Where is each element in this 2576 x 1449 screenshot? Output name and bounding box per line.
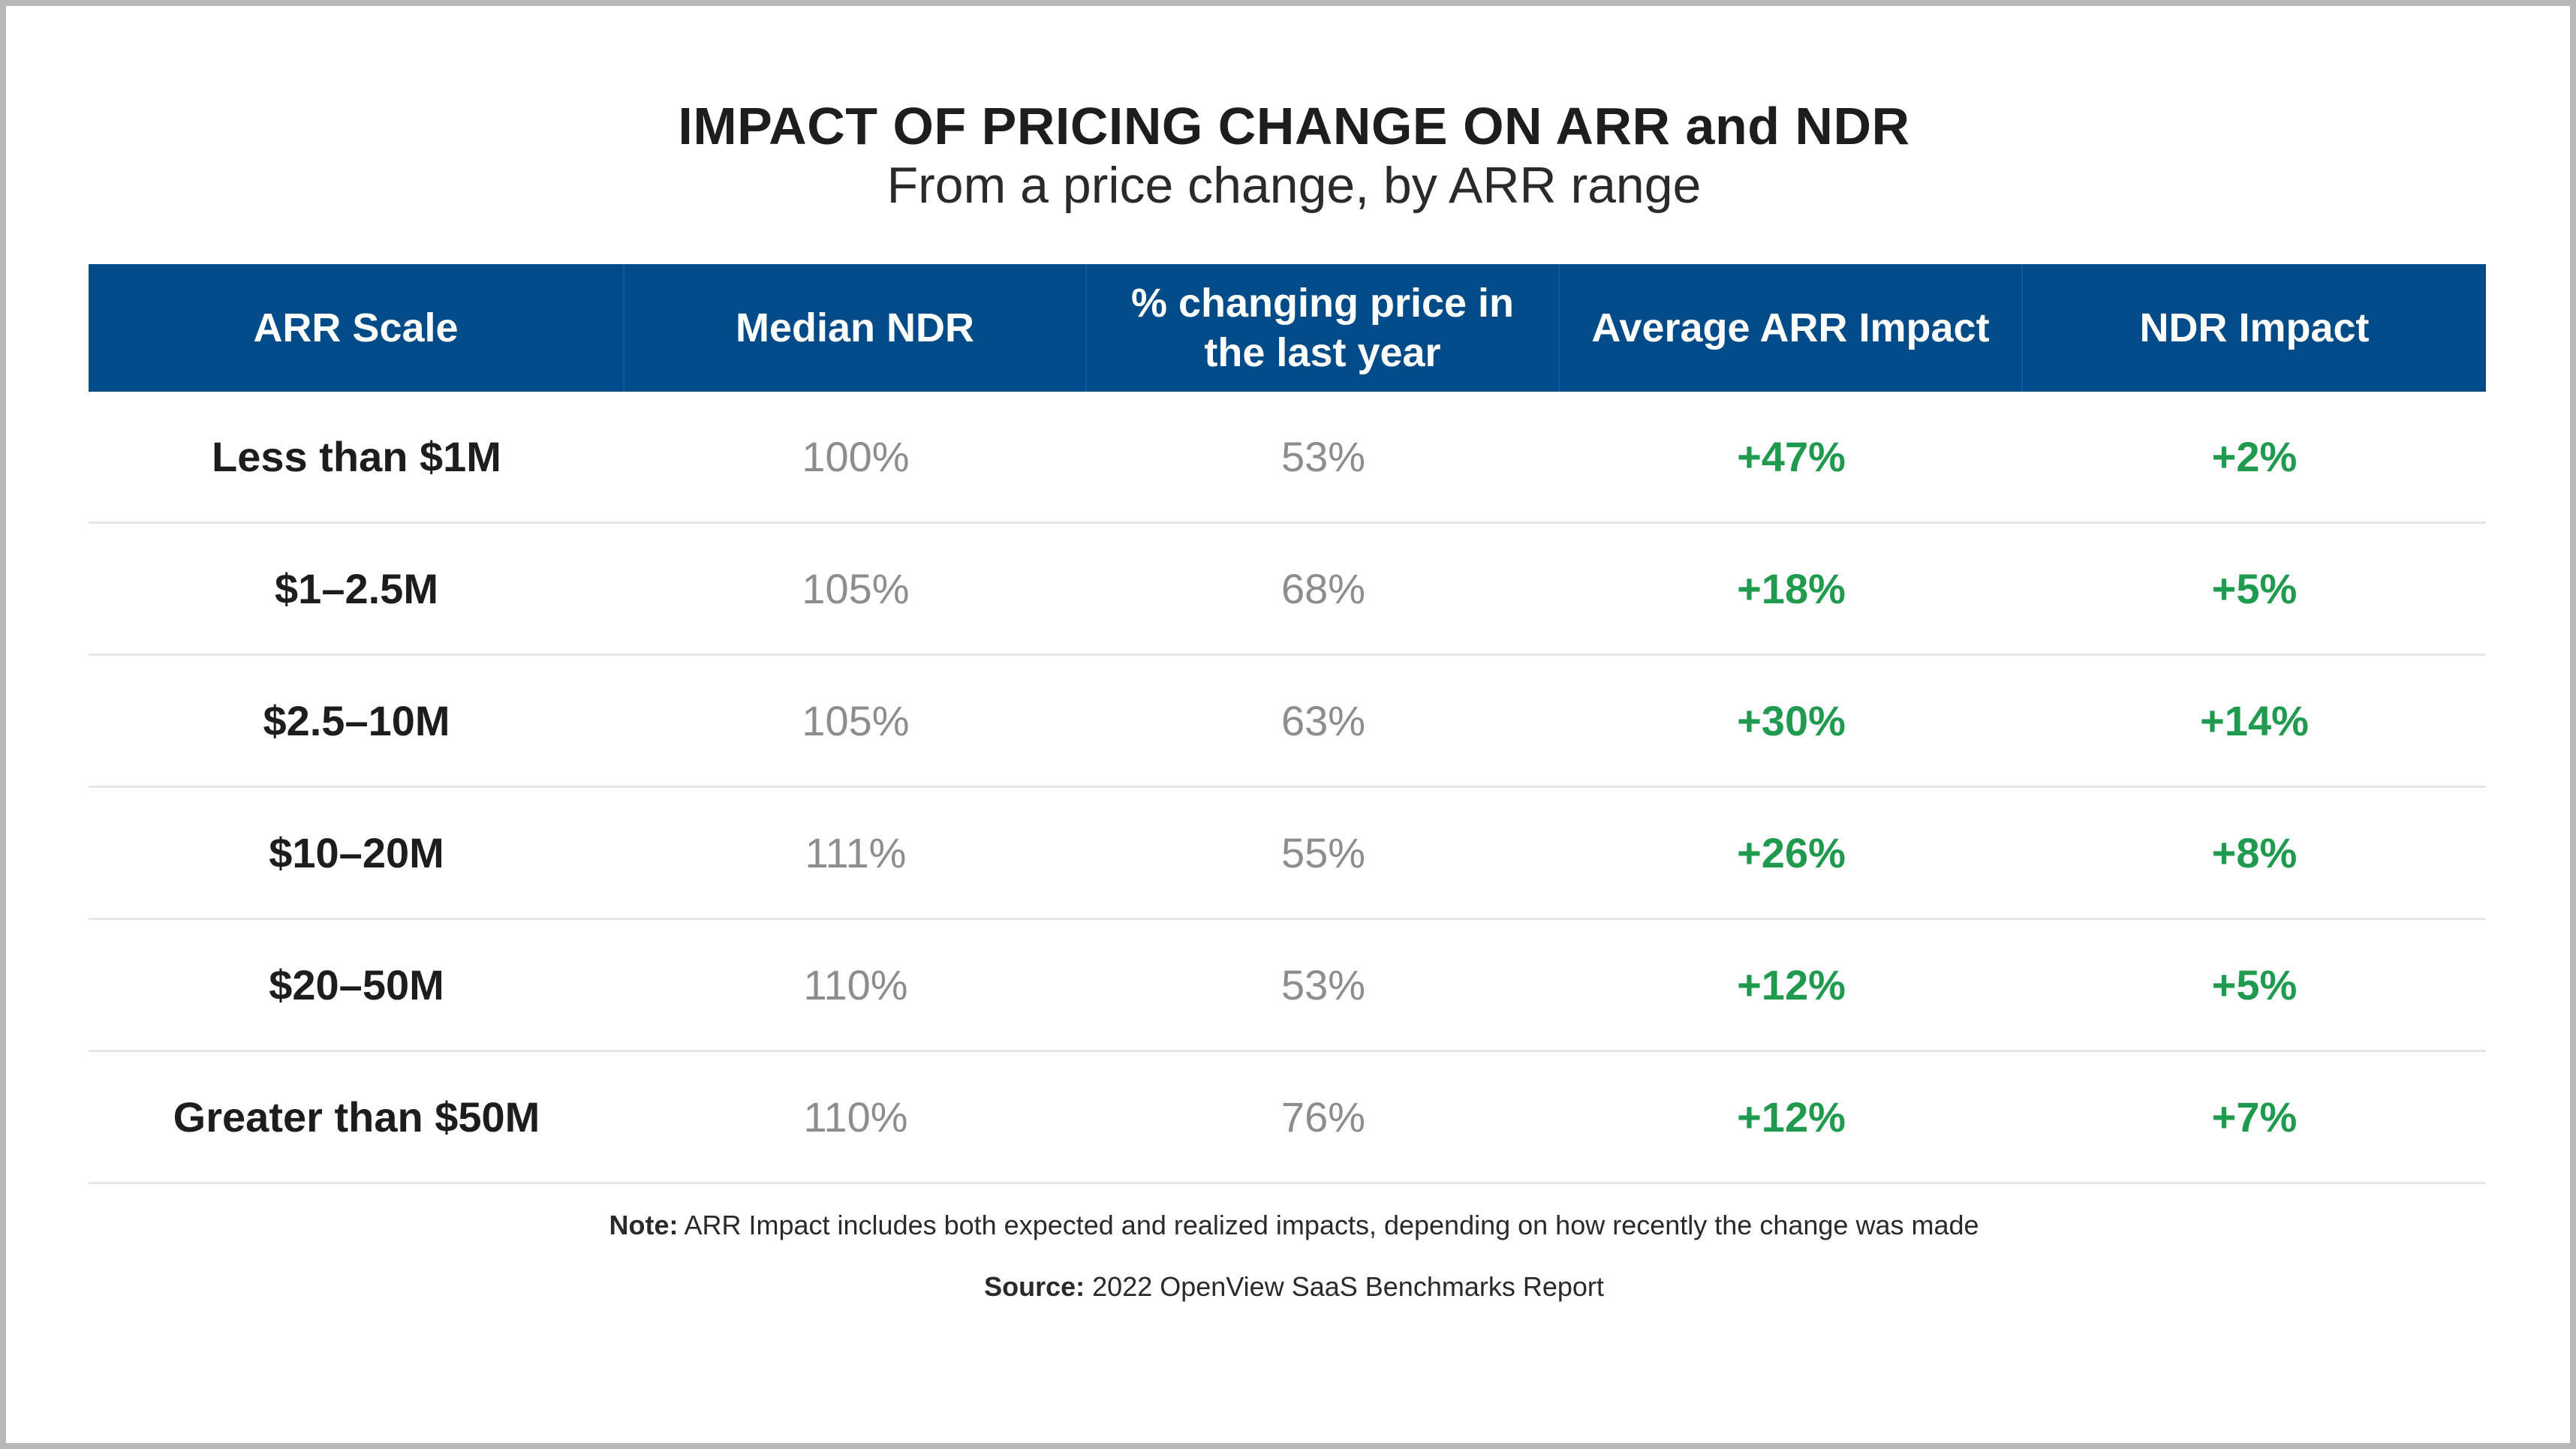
- cell-arr-scale: $1–2.5M: [275, 565, 438, 612]
- cell-avg-arr-impact: +18%: [1737, 565, 1846, 612]
- column-header-avg-arr-impact: Average ARR Impact: [1560, 264, 2023, 392]
- column-header-ndr-impact: NDR Impact: [2139, 305, 2370, 350]
- table-header: ARR Scale Median NDR % changing price in…: [89, 264, 2486, 392]
- cell-median-ndr: 105%: [802, 565, 910, 612]
- table-row: $2.5–10M 105% 63% +30% +14%: [89, 656, 2486, 788]
- cell-median-ndr: 110%: [803, 1093, 908, 1141]
- data-table: ARR Scale Median NDR % changing price in…: [89, 264, 2486, 1184]
- cell-avg-arr-impact: +30%: [1737, 697, 1846, 744]
- cell-ndr-impact: +7%: [2211, 1093, 2298, 1141]
- table-row: $20–50M 110% 53% +12% +5%: [89, 920, 2486, 1052]
- cell-avg-arr-impact: +12%: [1737, 1093, 1846, 1141]
- table-row: $10–20M 111% 55% +26% +8%: [89, 788, 2486, 920]
- cell-median-ndr: 105%: [802, 697, 910, 744]
- source-label: Source:: [984, 1271, 1085, 1302]
- cell-arr-scale: $10–20M: [269, 829, 444, 876]
- cell-pct-changing: 53%: [1280, 433, 1366, 480]
- cell-pct-changing: 63%: [1280, 697, 1366, 744]
- chart-title: IMPACT OF PRICING CHANGE ON ARR and NDR: [678, 97, 1910, 155]
- cell-arr-scale: $20–50M: [269, 961, 444, 1009]
- cell-ndr-impact: +8%: [2211, 829, 2298, 876]
- table-row: Less than $1M 100% 53% +47% +2%: [89, 392, 2486, 524]
- cell-arr-scale: Greater than $50M: [173, 1093, 540, 1141]
- cell-arr-scale: $2.5–10M: [263, 697, 450, 744]
- cell-pct-changing: 53%: [1280, 961, 1366, 1009]
- source-text: 2022 OpenView SaaS Benchmarks Report: [1085, 1271, 1604, 1302]
- note-line: Note: ARR Impact includes both expected …: [6, 1210, 2576, 1241]
- table-body: Less than $1M 100% 53% +47% +2% $1–2.5M 105% 68…: [89, 392, 2486, 1184]
- cell-arr-scale: Less than $1M: [212, 433, 501, 480]
- cell-avg-arr-impact: +26%: [1737, 829, 1846, 876]
- cell-ndr-impact: +2%: [2211, 433, 2298, 480]
- column-header-median-ndr: Median NDR: [624, 264, 1087, 392]
- column-header-pct-changing: % changing price in the last year: [1087, 264, 1560, 392]
- cell-avg-arr-impact: +47%: [1737, 433, 1846, 480]
- table-row: Greater than $50M 110% 76% +12% +7%: [89, 1052, 2486, 1184]
- cell-ndr-impact: +5%: [2211, 565, 2298, 612]
- cell-median-ndr: 100%: [802, 433, 910, 480]
- note-label: Note:: [609, 1210, 679, 1240]
- column-header-arr-scale: ARR Scale: [89, 264, 624, 392]
- cell-ndr-impact: +5%: [2211, 961, 2298, 1009]
- cell-pct-changing: 68%: [1280, 565, 1366, 612]
- table-row: $1–2.5M 105% 68% +18% +5%: [89, 524, 2486, 656]
- source-line: Source: 2022 OpenView SaaS Benchmarks Re…: [6, 1271, 2576, 1303]
- cell-pct-changing: 76%: [1280, 1093, 1366, 1141]
- cell-median-ndr: 111%: [805, 829, 907, 876]
- cell-avg-arr-impact: +12%: [1737, 961, 1846, 1009]
- chart-subtitle: From a price change, by ARR range: [886, 157, 1702, 214]
- cell-ndr-impact: +14%: [2200, 697, 2309, 744]
- cell-pct-changing: 55%: [1280, 829, 1366, 876]
- note-text: ARR Impact includes both expected and re…: [678, 1210, 1979, 1240]
- cell-median-ndr: 110%: [803, 961, 908, 1009]
